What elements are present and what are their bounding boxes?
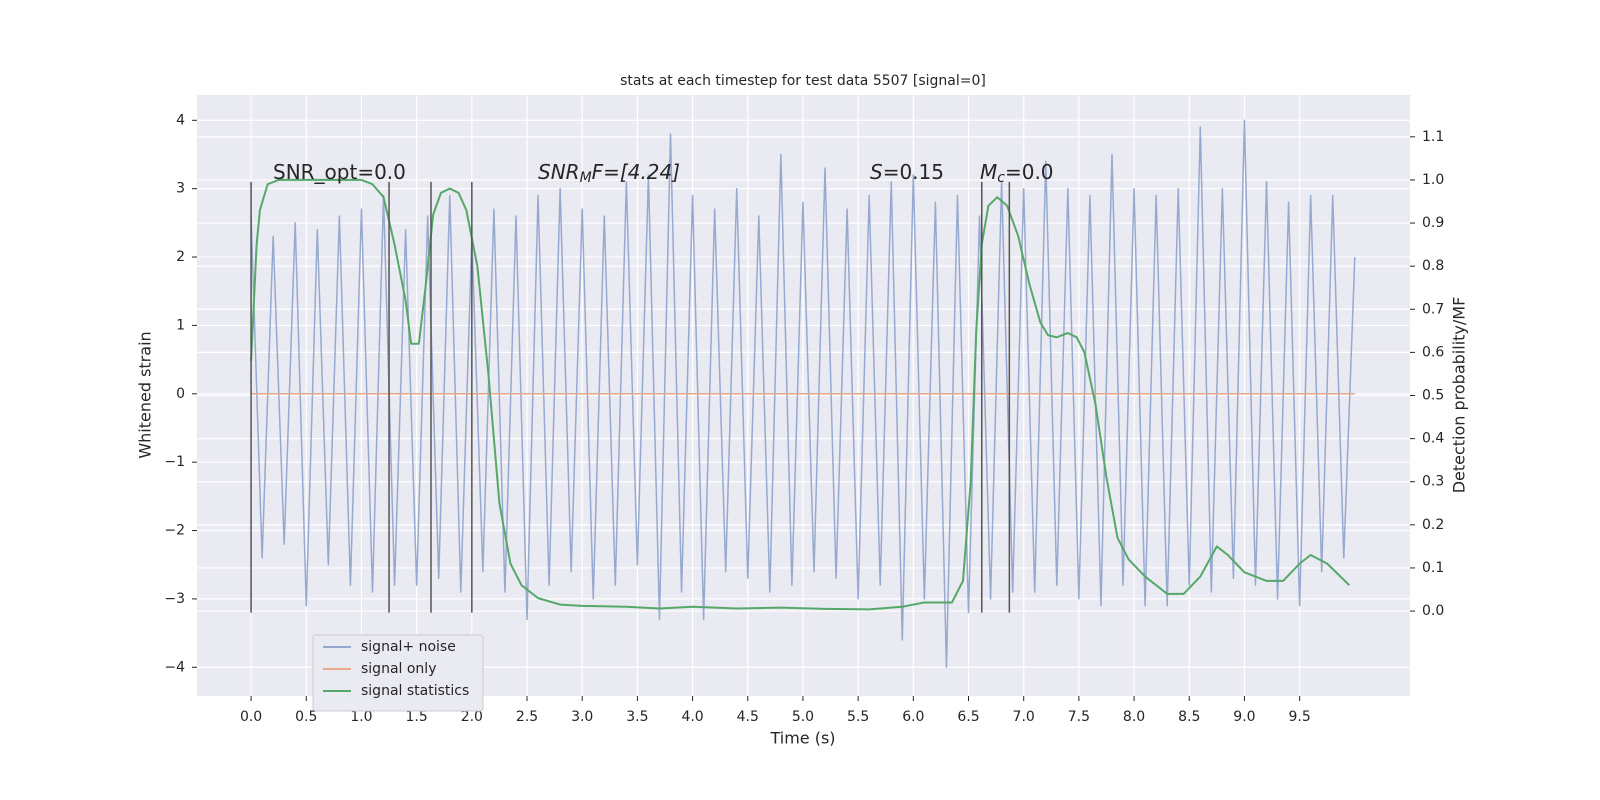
y2-tick-label: 0.4	[1422, 431, 1444, 447]
annotation-subscript: c	[997, 170, 1005, 186]
x-tick-label: 2.5	[516, 709, 538, 725]
x-tick-label: 0.0	[240, 709, 262, 725]
x-tick-label: 6.0	[902, 709, 924, 725]
x-tick-label: 1.5	[406, 709, 428, 725]
series-line	[250, 119, 1356, 669]
y-tick-label: −2	[164, 523, 185, 539]
annotation-subscript: M	[580, 170, 592, 186]
annotation-label: SNR	[538, 160, 580, 184]
y-tick-label: 1	[176, 317, 185, 333]
annotation: SNR_opt=0.0	[273, 160, 406, 184]
annotation-label: S	[870, 160, 883, 184]
y-tick-label: 3	[176, 181, 185, 197]
x-axis-title: Time (s)	[769, 729, 835, 748]
x-tick-label: 8.5	[1178, 709, 1200, 725]
y2-tick-label: 0.0	[1422, 603, 1444, 619]
y2-tick-label: 0.9	[1422, 215, 1444, 231]
y2-axis-title: Detection probability/MF	[1450, 297, 1469, 494]
annotation-text: =0.0	[1005, 160, 1054, 184]
x-tick-label: 7.0	[1013, 709, 1035, 725]
x-tick-label: 0.5	[295, 709, 317, 725]
x-tick-label: 3.5	[626, 709, 648, 725]
y-tick-label: 0	[176, 386, 185, 402]
y2-tick-label: 0.8	[1422, 258, 1444, 274]
legend-box	[312, 634, 484, 712]
x-tick-label: 3.0	[571, 709, 593, 725]
y-tick-label: −1	[164, 454, 185, 470]
annotation-text: =0.15	[883, 160, 944, 184]
annotation: SNRMF=[4.24]	[538, 160, 680, 187]
y-tick-label: −3	[164, 591, 185, 607]
x-tick-label: 7.5	[1068, 709, 1090, 725]
x-tick-label: 2.0	[461, 709, 483, 725]
annotation: S=0.15	[870, 160, 944, 184]
series-line	[250, 178, 1350, 611]
x-tick-label: 5.5	[847, 709, 869, 725]
x-tick-label: 4.0	[681, 709, 703, 725]
y2-tick-label: 1.1	[1422, 129, 1444, 145]
y-tick-label: 4	[176, 112, 185, 128]
x-tick-label: 9.0	[1233, 709, 1255, 725]
y-axis-title: Whitened strain	[136, 331, 155, 458]
x-tick-label: 5.0	[792, 709, 814, 725]
legend-label: signal statistics	[361, 683, 469, 699]
annotation-text: SNR_opt=0.0	[273, 160, 406, 184]
y2-tick-label: 0.2	[1422, 517, 1444, 533]
legend-label: signal only	[361, 661, 436, 677]
y2-tick-label: 0.6	[1422, 344, 1444, 360]
annotation-label: M	[980, 160, 997, 184]
x-tick-label: 4.5	[737, 709, 759, 725]
y2-tick-label: 0.5	[1422, 388, 1444, 404]
x-tick-label: 9.5	[1288, 709, 1310, 725]
y2-tick-label: 1.0	[1422, 172, 1444, 188]
y2-tick-label: 0.7	[1422, 301, 1444, 317]
chart-title: stats at each timestep for test data 550…	[620, 73, 986, 89]
x-tick-label: 6.5	[957, 709, 979, 725]
y-tick-label: −4	[164, 659, 185, 675]
y-tick-label: 2	[176, 249, 185, 265]
annotation: Mc=0.0	[980, 160, 1054, 187]
x-tick-label: 8.0	[1123, 709, 1145, 725]
y2-tick-label: 0.3	[1422, 474, 1444, 490]
legend-label: signal+ noise	[361, 639, 456, 655]
annotation-text: F=[4.24]	[592, 160, 680, 184]
y2-tick-label: 0.1	[1422, 560, 1444, 576]
x-tick-label: 1.0	[350, 709, 372, 725]
